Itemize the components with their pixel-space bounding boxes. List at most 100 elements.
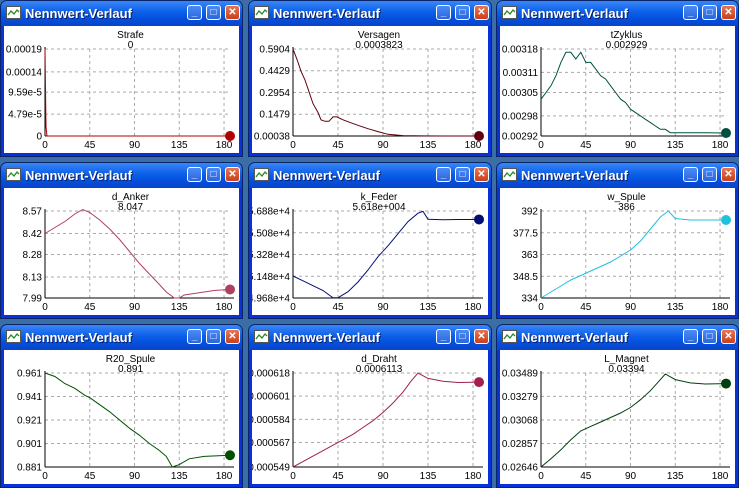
close-button[interactable]: ✕ <box>225 5 240 20</box>
chart-area: k_Feder 5.618e+004 0 45 90 135 180 5.688e+4 5.50… <box>252 188 488 315</box>
y-tick-label: 5.148e+4 <box>252 272 290 283</box>
x-tick-label: 180 <box>465 140 482 151</box>
series-line <box>292 48 479 137</box>
chart-app-icon <box>6 168 21 181</box>
series-name: Versagen <box>358 30 400 41</box>
minimize-button[interactable]: _ <box>187 329 202 344</box>
x-tick-label: 45 <box>332 471 344 482</box>
y-tick-label: 0.000584 <box>252 415 290 426</box>
x-tick-label: 0 <box>290 302 296 313</box>
window-titlebar[interactable]: Nennwert-Verlauf _ □ ✕ <box>249 1 491 26</box>
close-button[interactable]: ✕ <box>474 329 489 344</box>
maximize-button[interactable]: □ <box>206 167 221 182</box>
x-tick-label: 45 <box>580 471 592 482</box>
x-tick-label: 135 <box>420 140 437 151</box>
close-button[interactable]: ✕ <box>225 167 240 182</box>
minimize-button[interactable]: _ <box>436 167 451 182</box>
y-tick-label: 0.02857 <box>502 439 539 450</box>
x-tick-label: 45 <box>332 140 344 151</box>
y-tick-label: 377.5 <box>513 228 538 239</box>
minimize-button[interactable]: _ <box>436 329 451 344</box>
chart-area: w_Spule 386 0 45 90 135 180 392 377.5 363 348.5 334 <box>500 188 735 315</box>
close-button[interactable]: ✕ <box>474 5 489 20</box>
maximize-button[interactable]: □ <box>702 5 717 20</box>
window-titlebar[interactable]: Nennwert-Verlauf _ □ ✕ <box>249 163 491 188</box>
close-button[interactable]: ✕ <box>721 167 736 182</box>
window-titlebar[interactable]: Nennwert-Verlauf _ □ ✕ <box>1 1 242 26</box>
window-titlebar[interactable]: Nennwert-Verlauf _ □ ✕ <box>497 163 738 188</box>
series-line <box>44 48 230 137</box>
maximize-button[interactable]: □ <box>455 329 470 344</box>
series-current-value: 0.03394 <box>608 364 645 375</box>
close-button[interactable]: ✕ <box>721 5 736 20</box>
current-value-marker <box>474 377 484 388</box>
window-title: Nennwert-Verlauf <box>25 168 132 183</box>
x-tick-label: 45 <box>84 471 96 482</box>
minimize-button[interactable]: _ <box>683 167 698 182</box>
minimize-button[interactable]: _ <box>683 5 698 20</box>
y-tick-label: 8.28 <box>23 250 43 261</box>
y-tick-label: 9.59e-5 <box>8 88 42 99</box>
x-tick-label: 90 <box>625 471 637 482</box>
minimize-button[interactable]: _ <box>187 167 202 182</box>
series-current-value: 0.002929 <box>606 40 648 51</box>
maximize-button[interactable]: □ <box>455 167 470 182</box>
chart-app-icon <box>6 330 21 343</box>
maximize-button[interactable]: □ <box>702 329 717 344</box>
series-current-value: 0.0006113 <box>356 364 403 375</box>
x-tick-label: 135 <box>171 471 188 482</box>
x-tick-label: 90 <box>625 140 637 151</box>
window-titlebar[interactable]: Nennwert-Verlauf _ □ ✕ <box>497 325 738 350</box>
current-value-marker <box>225 450 235 461</box>
window-title: Nennwert-Verlauf <box>273 6 380 21</box>
x-tick-label: 180 <box>216 140 233 151</box>
x-tick-label: 0 <box>42 140 48 151</box>
series-line <box>292 372 480 468</box>
window-titlebar[interactable]: Nennwert-Verlauf _ □ ✕ <box>1 163 242 188</box>
series-name: d_Anker <box>112 192 150 203</box>
minimize-button[interactable]: _ <box>187 5 202 20</box>
chart-area: tZyklus 0.002929 0 45 90 135 180 0.00318 0.00311… <box>500 26 735 153</box>
window-title: Nennwert-Verlauf <box>273 168 380 183</box>
x-tick-label: 45 <box>332 302 344 313</box>
chart-app-icon <box>502 6 517 19</box>
y-tick-label: 0.000601 <box>252 392 290 403</box>
x-tick-label: 135 <box>420 302 437 313</box>
close-button[interactable]: ✕ <box>225 329 240 344</box>
maximize-button[interactable]: □ <box>702 167 717 182</box>
series-current-value: 0 <box>128 40 134 51</box>
maximize-button[interactable]: □ <box>206 329 221 344</box>
x-tick-label: 135 <box>667 471 684 482</box>
window-titlebar[interactable]: Nennwert-Verlauf _ □ ✕ <box>249 325 491 350</box>
chart-window-versagen: Nennwert-Verlauf _ □ ✕ Versagen 0.0003823 0 45 9… <box>248 0 492 157</box>
window-titlebar[interactable]: Nennwert-Verlauf _ □ ✕ <box>1 325 242 350</box>
minimize-button[interactable]: _ <box>436 5 451 20</box>
window-title: Nennwert-Verlauf <box>25 6 132 21</box>
close-button[interactable]: ✕ <box>721 329 736 344</box>
series-name: L_Magnet <box>604 354 649 365</box>
y-tick-label: 8.42 <box>23 229 43 240</box>
current-value-marker <box>721 378 731 389</box>
x-tick-label: 0 <box>538 471 544 482</box>
y-tick-label: 363 <box>521 250 538 261</box>
maximize-button[interactable]: □ <box>455 5 470 20</box>
x-tick-label: 90 <box>377 140 389 151</box>
y-tick-label: 4.968e+4 <box>252 294 290 305</box>
x-tick-label: 45 <box>84 140 96 151</box>
series-line <box>540 51 727 134</box>
x-tick-label: 180 <box>216 302 233 313</box>
x-tick-label: 180 <box>465 302 482 313</box>
close-button[interactable]: ✕ <box>474 167 489 182</box>
y-tick-label: 0.00038 <box>254 132 291 143</box>
window-titlebar[interactable]: Nennwert-Verlauf _ □ ✕ <box>497 1 738 26</box>
maximize-button[interactable]: □ <box>206 5 221 20</box>
minimize-button[interactable]: _ <box>683 329 698 344</box>
series-current-value: 386 <box>618 202 635 213</box>
y-tick-label: 0.03279 <box>502 392 539 403</box>
y-tick-label: 0.000567 <box>252 438 290 449</box>
y-tick-label: 0.000618 <box>252 369 290 380</box>
